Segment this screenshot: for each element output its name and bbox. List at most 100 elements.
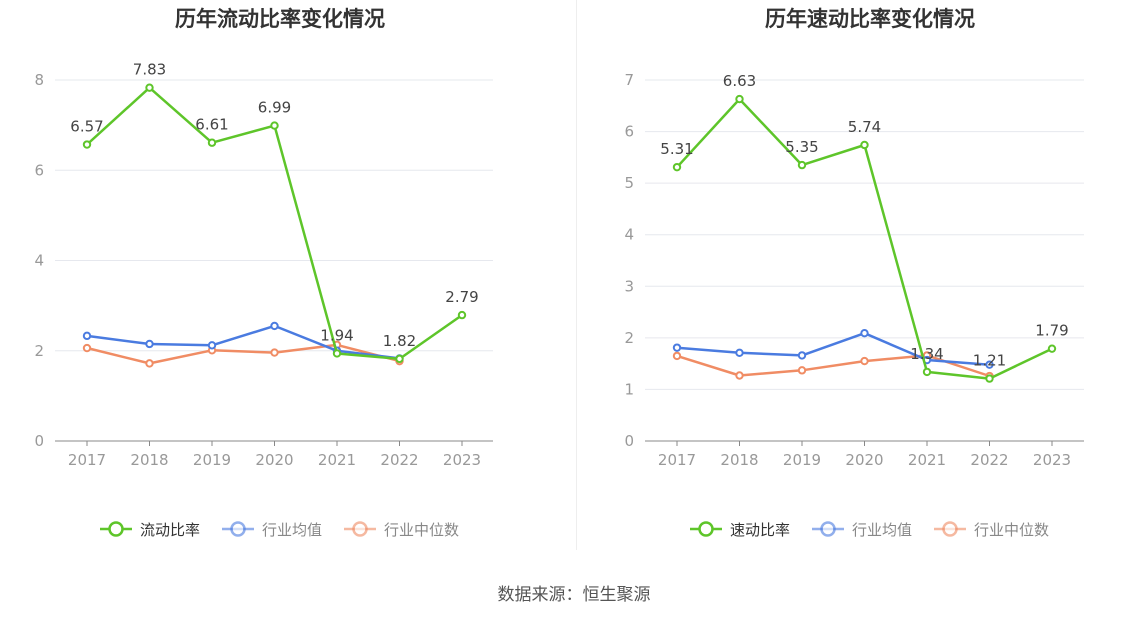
data-point xyxy=(145,359,154,368)
series-line-2 xyxy=(676,331,990,366)
data-point xyxy=(82,343,92,353)
data-point xyxy=(332,349,342,358)
data-label: 7.83 xyxy=(133,61,166,79)
series-line-3 xyxy=(86,343,400,365)
x-tick-label: 2019 xyxy=(783,451,821,469)
y-tick-label: 0 xyxy=(34,432,44,450)
data-point xyxy=(735,371,744,380)
legend-label: 行业中位数 xyxy=(384,521,459,539)
x-tick-label: 2020 xyxy=(255,451,293,469)
data-label: 5.31 xyxy=(660,140,693,158)
legend-swatch-marker xyxy=(698,521,714,537)
chart-2: 历年速动比率变化情况 0 1 2 3 4 5 6 7 2017 2018 2019 2020 2021 20… xyxy=(624,7,1084,539)
x-tick-label: 2022 xyxy=(970,451,1008,469)
data-point xyxy=(797,366,807,375)
data-point xyxy=(860,140,869,150)
x-tick-label: 2023 xyxy=(1033,451,1071,469)
data-label: 1.21 xyxy=(973,352,1006,370)
data-label: 6.63 xyxy=(723,72,756,90)
data-point xyxy=(1047,344,1057,353)
legend-item: 行业中位数 xyxy=(344,521,459,539)
legend-swatch-marker xyxy=(230,521,246,537)
y-tick-label: 1 xyxy=(624,380,634,398)
data-point xyxy=(82,331,92,341)
x-tick-label: 2023 xyxy=(443,451,481,469)
y-tick-label: 7 xyxy=(624,71,634,89)
x-tick-label: 2021 xyxy=(908,451,946,469)
legend-label: 流动比率 xyxy=(140,521,200,539)
data-label: 1.79 xyxy=(1035,322,1068,340)
data-point xyxy=(145,83,154,92)
legend-item: 行业均值 xyxy=(222,521,322,539)
x-tick-label: 2021 xyxy=(318,451,356,469)
y-tick-label: 6 xyxy=(624,123,634,141)
data-point xyxy=(395,354,404,364)
x-tick-label: 2019 xyxy=(193,451,231,469)
data-point xyxy=(860,329,869,338)
data-point xyxy=(922,367,932,377)
x-tick-label: 2017 xyxy=(658,451,696,469)
y-tick-label: 4 xyxy=(34,252,44,270)
data-point xyxy=(457,310,467,320)
data-point xyxy=(270,121,279,130)
data-point xyxy=(207,341,217,350)
legend-item: 速动比率 xyxy=(690,521,790,539)
data-label: 5.74 xyxy=(848,118,881,136)
data-point xyxy=(985,374,994,383)
x-tick-label: 2018 xyxy=(130,451,168,469)
legend-label: 行业中位数 xyxy=(974,521,1049,539)
legend-label: 行业均值 xyxy=(852,521,912,539)
legend-swatch-marker xyxy=(352,521,368,537)
data-label: 5.35 xyxy=(785,138,818,156)
y-tick-label: 4 xyxy=(624,226,634,244)
y-tick-label: 5 xyxy=(624,174,634,192)
data-point xyxy=(270,321,279,331)
data-label: 2.79 xyxy=(445,288,478,306)
data-point xyxy=(797,160,807,170)
x-tick-label: 2020 xyxy=(845,451,883,469)
data-point xyxy=(860,356,869,366)
data-point xyxy=(145,339,154,349)
legend-swatch-marker xyxy=(942,521,958,537)
y-tick-label: 8 xyxy=(34,71,44,89)
legend-label: 行业均值 xyxy=(262,521,322,539)
data-point xyxy=(797,351,807,360)
data-label: 6.61 xyxy=(195,116,228,134)
data-point xyxy=(672,343,682,352)
data-point xyxy=(735,94,744,104)
chart-title: 历年流动比率变化情况 xyxy=(175,7,385,31)
data-point xyxy=(672,351,682,361)
chart-1: 历年流动比率变化情况 0 2 4 6 8 2017 2018 2019 2020 2021 2022 2… xyxy=(34,7,493,539)
series-line-3 xyxy=(676,354,990,378)
legend-item: 流动比率 xyxy=(100,521,200,539)
chart-divider xyxy=(576,0,577,550)
x-tick-label: 2018 xyxy=(720,451,758,469)
source-note: 数据来源：恒生聚源 xyxy=(497,585,651,605)
data-point xyxy=(270,348,279,357)
data-label: 1.94 xyxy=(320,326,353,344)
data-label: 1.82 xyxy=(383,332,416,350)
legend-item: 行业均值 xyxy=(812,521,912,539)
data-point xyxy=(735,348,744,358)
data-point xyxy=(82,140,92,149)
legend-item: 行业中位数 xyxy=(934,521,1049,539)
y-tick-label: 3 xyxy=(624,277,634,295)
legend-swatch-marker xyxy=(108,521,124,537)
y-tick-label: 6 xyxy=(34,161,44,179)
legend-label: 速动比率 xyxy=(730,521,790,539)
y-tick-label: 0 xyxy=(624,432,634,450)
data-point xyxy=(672,162,682,172)
legend-swatch-marker xyxy=(820,521,836,537)
data-point xyxy=(207,138,217,147)
data-label: 6.99 xyxy=(258,99,291,117)
y-tick-label: 2 xyxy=(34,342,44,360)
x-tick-label: 2017 xyxy=(68,451,106,469)
data-point xyxy=(985,360,994,369)
data-label: 1.34 xyxy=(910,345,943,363)
data-label: 6.57 xyxy=(70,118,103,136)
series-line-2 xyxy=(86,324,400,360)
chart-title: 历年速动比率变化情况 xyxy=(765,7,975,31)
y-tick-label: 2 xyxy=(624,329,634,347)
x-tick-label: 2022 xyxy=(380,451,418,469)
